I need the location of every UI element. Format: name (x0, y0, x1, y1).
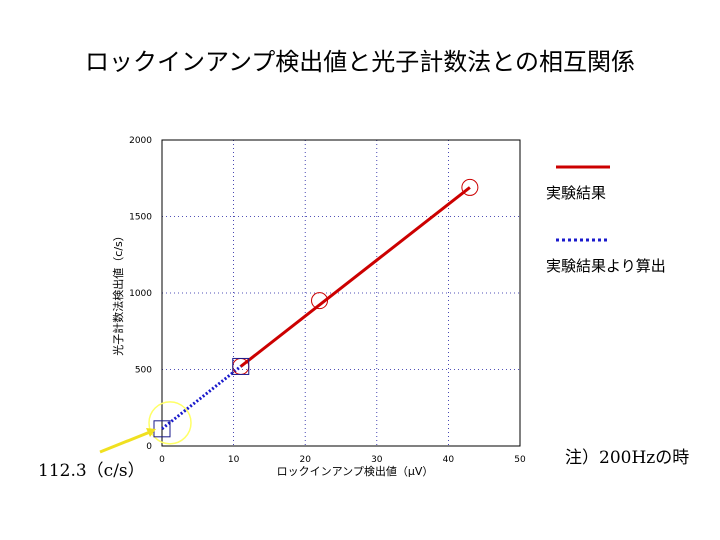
x-tick-label: 0 (159, 455, 165, 465)
x-tick-label: 10 (228, 455, 240, 465)
y-tick-label: 2000 (129, 136, 152, 146)
x-tick-label: 20 (299, 455, 311, 465)
data-point-circle (461, 178, 479, 196)
y-tick-label: 1000 (129, 289, 152, 299)
slide-title: ロックインアンプ検出値と光子計数法との相互関係 (84, 48, 636, 76)
legend-label-experiment: 実験結果 (546, 184, 607, 202)
x-tick-label: 50 (514, 455, 526, 465)
data-point-circle (311, 292, 329, 310)
series-line-calculated (161, 365, 242, 430)
highlight-layer (148, 401, 192, 445)
highlight-circle (148, 401, 192, 445)
legend-label-calculated: 実験結果より算出 (546, 257, 666, 275)
chart-grid (162, 140, 520, 446)
x-axis-label: ロックインアンプ検出値（μV） (277, 464, 434, 478)
x-tick-label: 30 (371, 455, 383, 465)
series-layer (161, 186, 471, 430)
plot-frame (161, 139, 521, 447)
condition-note: 注）200Hzの時 (565, 448, 690, 468)
y-axis-label: 光子計数法検出値（c/s） (111, 230, 125, 355)
x-tick-label: 40 (443, 455, 455, 465)
callout-arrow (99, 430, 151, 454)
y-tick-label: 500 (135, 366, 152, 376)
series-line-experiment (239, 186, 471, 368)
data-point-square (232, 357, 250, 375)
y-tick-label: 1500 (129, 213, 152, 223)
intercept-callout: 112.3（c/s） (38, 461, 145, 481)
y-tick-label: 0 (146, 442, 152, 452)
callout-arrowhead (146, 428, 156, 437)
